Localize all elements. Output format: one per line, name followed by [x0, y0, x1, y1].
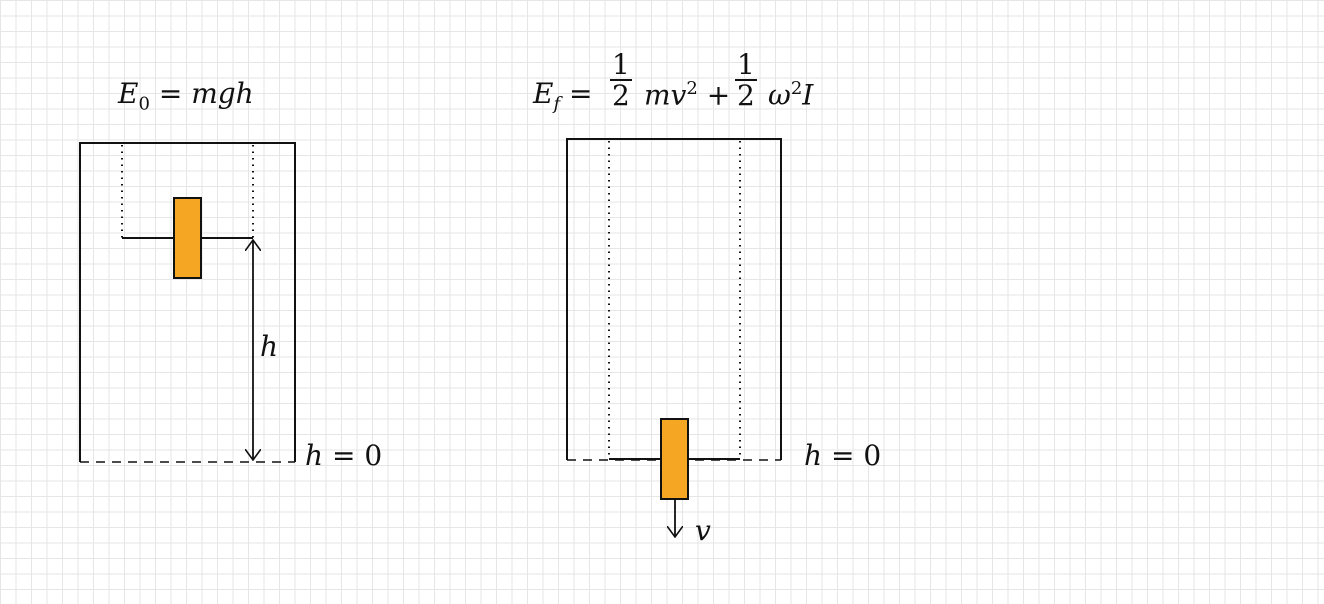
final-energy-equation: Ef = [533, 80, 593, 114]
left-panel [79, 142, 296, 463]
rotational-energy-term: ω2I [768, 80, 813, 109]
left-ground-label: h = 0 [305, 442, 382, 470]
term-inertia: I [802, 78, 814, 112]
energy-symbol: E [118, 77, 139, 110]
ground-variable: h [804, 439, 823, 472]
right-panel [566, 138, 782, 537]
plus-sign: + [706, 78, 731, 112]
left-block [173, 197, 202, 279]
term-mv: mv [644, 78, 687, 112]
left-container-frame [79, 142, 296, 462]
kinetic-energy-term: mv2 + [644, 80, 730, 109]
initial-energy-equation: E0 = mgh [118, 80, 254, 114]
right-block [660, 418, 689, 500]
fraction-denominator: 2 [737, 79, 755, 113]
ground-value: = 0 [830, 439, 882, 472]
right-ground-label: h = 0 [804, 442, 881, 470]
potential-energy-term: mgh [191, 77, 254, 110]
velocity-label: v [695, 514, 711, 547]
right-container-frame [566, 138, 782, 460]
equals-sign: = [158, 77, 183, 110]
ground-variable: h [305, 439, 324, 472]
fraction-numerator: 1 [735, 48, 757, 82]
equals-sign: = [569, 77, 593, 110]
energy-subscript: 0 [138, 93, 150, 115]
term-exponent: 2 [790, 78, 803, 99]
fraction-one-half-2: 1 2 [735, 50, 757, 111]
energy-symbol: E [533, 77, 554, 110]
height-label: h [260, 330, 279, 363]
term-exponent: 2 [686, 78, 698, 99]
ground-value: = 0 [331, 439, 383, 472]
fraction-one-half-1: 1 2 [610, 50, 632, 111]
fraction-denominator: 2 [612, 79, 630, 113]
term-omega: ω [768, 78, 791, 112]
fraction-numerator: 1 [610, 48, 632, 82]
energy-subscript: f [553, 93, 561, 115]
